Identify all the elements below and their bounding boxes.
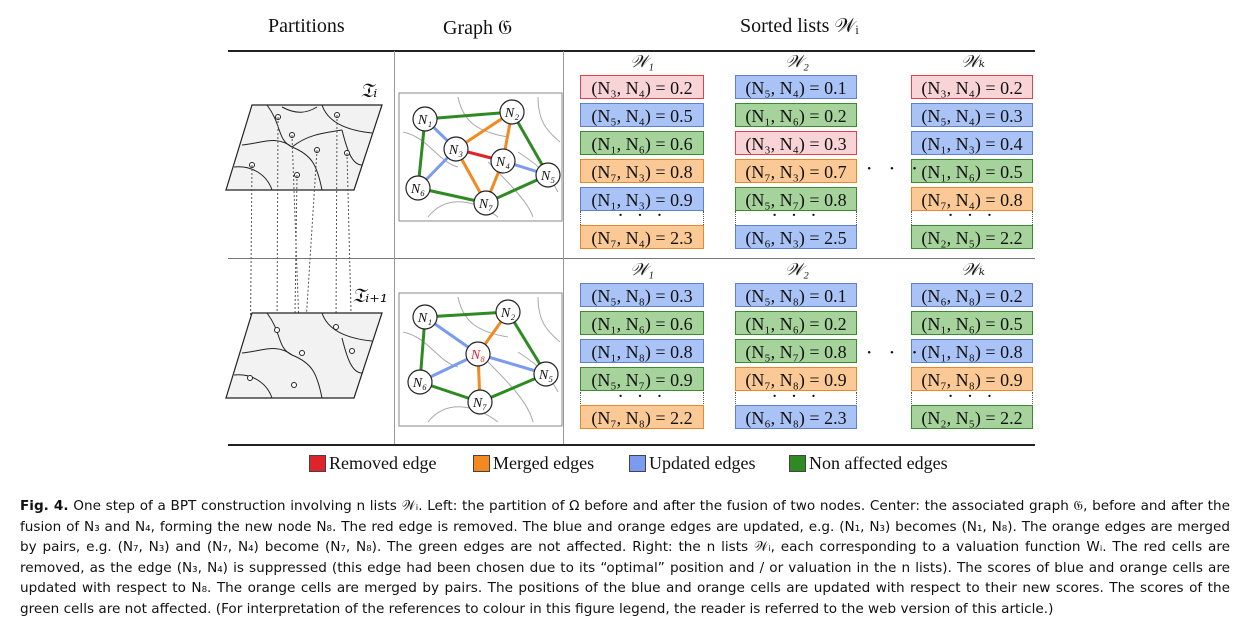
list-cell: (N₁, N₃) = 0.4 <box>911 131 1033 155</box>
graph-top-node: N₁ <box>417 113 432 128</box>
list-cell: (N₃, N₄) = 0.3 <box>735 131 857 155</box>
list-cell: (N₅, N₄) = 0.1 <box>735 75 857 99</box>
legend-item: Non affected edges <box>789 452 948 474</box>
graph-bottom: N₁ N₂ N₈ N₅ N₆ N₇ <box>398 292 563 427</box>
graph-bottom-node-new: N₈ <box>470 348 485 363</box>
list-cell-last: (N₇, N₄) = 2.3 <box>580 225 704 249</box>
legend-item: Removed edge <box>309 452 436 474</box>
legend-label: Updated edges <box>649 452 756 473</box>
list-cell: (N₇, N₃) = 0.8 <box>580 159 704 183</box>
legend-swatch <box>789 454 806 472</box>
legend-label: Non affected edges <box>809 452 948 473</box>
list-cell: (N₁, N₆) = 0.5 <box>911 159 1033 183</box>
list-cell: (N₁, N₆) = 0.2 <box>735 311 857 335</box>
list-ellipsis: · · · <box>580 207 704 227</box>
list-cell: (N₅, N₇) = 0.8 <box>735 187 857 211</box>
legend-item: Updated edges <box>629 452 755 474</box>
list-cell: (N₅, N₇) = 0.8 <box>735 339 857 363</box>
graph-top-node: N₇ <box>478 197 493 212</box>
list-cell: (N₆, N₈) = 0.2 <box>911 283 1033 307</box>
graph-top-node: N₄ <box>495 155 510 170</box>
partition-label-top: 𝔗ᵢ <box>360 78 378 102</box>
list-header: 𝒲₁ <box>630 260 654 279</box>
graph-top-node: N₂ <box>504 106 519 121</box>
legend-label: Merged edges <box>493 452 595 473</box>
graph-bottom-node: N₆ <box>412 376 427 391</box>
list-cell: (N₁, N₆) = 0.5 <box>911 311 1033 335</box>
bottom-rule <box>228 444 1035 446</box>
list-cell: (N₅, N₈) = 0.1 <box>735 283 857 307</box>
header-sorted-lists: Sorted lists 𝒲ᵢ <box>740 15 859 37</box>
list-ellipsis: · · · <box>911 207 1033 227</box>
top-rule <box>228 50 1035 52</box>
list-cell-last: (N₇, N₈) = 2.2 <box>580 405 704 429</box>
list-header: 𝒲ₖ <box>960 52 986 71</box>
legend-item: Merged edges <box>473 452 594 474</box>
graph-top-node: N₅ <box>540 169 555 184</box>
legend-swatch <box>309 454 326 472</box>
header-graph: Graph 𝔊 <box>443 17 513 39</box>
caption-text: One step of a BPT construction involving… <box>20 498 1230 617</box>
list-cell: (N₅, N₇) = 0.9 <box>580 367 704 391</box>
list-cell: (N₇, N₈) = 0.9 <box>735 367 857 391</box>
figure-caption: Fig. 4. One step of a BPT construction i… <box>20 496 1230 619</box>
ellipsis-bottom: · · · <box>866 340 923 364</box>
list-cell-last: (N₂, N₅) = 2.2 <box>911 405 1033 429</box>
list-ellipsis: · · · <box>580 388 704 408</box>
header-partitions: Partitions <box>268 15 345 37</box>
graph-top-node: N₆ <box>410 182 425 197</box>
list-ellipsis: · · · <box>735 207 857 227</box>
list-header: 𝒲₂ <box>785 52 809 71</box>
partitions-illustration <box>225 104 383 399</box>
list-cell: (N₅, N₄) = 0.3 <box>911 103 1033 127</box>
list-cell: (N₁, N₈) = 0.8 <box>911 339 1033 363</box>
legend-label: Removed edge <box>329 452 437 473</box>
column-divider-2 <box>563 51 564 444</box>
graph-bottom-node: N₅ <box>538 368 553 383</box>
list-header: 𝒲₁ <box>630 52 654 71</box>
list-cell: (N₇, N₃) = 0.7 <box>735 159 857 183</box>
list-cell: (N₅, N₈) = 0.3 <box>580 283 704 307</box>
list-cell: (N₁, N₃) = 0.9 <box>580 187 704 211</box>
list-header: 𝒲ₖ <box>960 260 986 279</box>
graph-bottom-node: N₇ <box>472 396 487 411</box>
graph-top: N₁ N₂ N₃ N₄ N₅ N₆ N₇ <box>398 92 563 222</box>
list-cell-last: (N₆, N₃) = 2.5 <box>735 225 857 249</box>
list-cell-last: (N₂, N₅) = 2.2 <box>911 225 1033 249</box>
column-divider-1 <box>394 51 395 444</box>
list-cell: (N₇, N₄) = 0.8 <box>911 187 1033 211</box>
ellipsis-top: · · · <box>866 156 923 180</box>
list-cell: (N₁, N₈) = 0.8 <box>580 339 704 363</box>
list-cell: (N₇, N₈) = 0.9 <box>911 367 1033 391</box>
list-ellipsis: · · · <box>735 388 857 408</box>
graph-bottom-node: N₁ <box>417 311 432 326</box>
legend-swatch <box>473 454 490 472</box>
middle-rule <box>228 258 1035 259</box>
list-cell: (N₅, N₄) = 0.5 <box>580 103 704 127</box>
list-cell: (N₃, N₄) = 0.2 <box>911 75 1033 99</box>
legend-swatch <box>629 454 646 472</box>
list-cell-last: (N₆, N₈) = 2.3 <box>735 405 857 429</box>
list-cell: (N₁, N₆) = 0.6 <box>580 311 704 335</box>
graph-bottom-node: N₂ <box>500 306 515 321</box>
list-ellipsis: · · · <box>911 388 1033 408</box>
graph-top-node: N₃ <box>448 143 463 158</box>
list-cell: (N₁, N₆) = 0.6 <box>580 131 704 155</box>
list-cell: (N₁, N₆) = 0.2 <box>735 103 857 127</box>
list-cell: (N₃, N₄) = 0.2 <box>580 75 704 99</box>
caption-label: Fig. 4. <box>20 498 69 514</box>
list-header: 𝒲₂ <box>785 260 809 279</box>
partition-label-bottom: 𝔗ᵢ₊₁ <box>352 283 388 307</box>
